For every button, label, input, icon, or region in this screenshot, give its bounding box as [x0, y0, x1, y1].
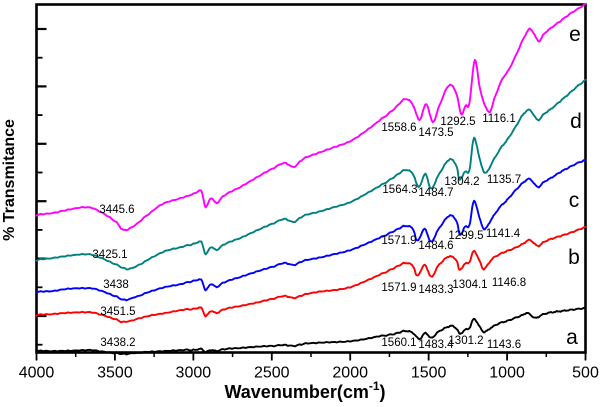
x-tick-label: 4000	[19, 365, 55, 382]
x-tick-label: 3500	[97, 365, 133, 382]
x-axis-title-close: )	[380, 382, 386, 402]
peak-annotation-b-1571.9: 1571.9	[381, 282, 416, 294]
curve-label-b: b	[568, 246, 580, 269]
peak-annotation-b-1146.8: 1146.8	[492, 277, 526, 289]
x-tick-label: 3000	[176, 365, 212, 382]
spectrum-curve-d	[35, 78, 587, 271]
peak-annotation-c-1571.9: 1571.9	[381, 235, 416, 247]
x-axis-title: Wavenumber(cm-1)	[224, 379, 385, 402]
peak-annotation-a-1301.2: 1301.2	[448, 335, 483, 347]
curve-label-a: a	[566, 326, 578, 349]
peak-annotation-c-3438: 3438	[103, 279, 129, 291]
x-tick-label: 500	[572, 365, 599, 382]
peak-annotation-a-1143.6: 1143.6	[487, 339, 521, 351]
x-tick-label: 1000	[489, 365, 525, 382]
curve-label-d: d	[570, 110, 582, 133]
spectrum-curve-c	[35, 158, 587, 302]
peak-annotation-e-1116.1: 1116.1	[482, 113, 515, 125]
peak-annotation-e-3445.6: 3445.6	[99, 204, 134, 216]
peak-annotation-a-1483.4: 1483.4	[418, 339, 454, 351]
peak-annotation-c-1484.6: 1484.6	[418, 240, 453, 252]
y-axis-title: % Transmitance	[1, 119, 18, 241]
peak-annotation-e-1473.5: 1473.5	[418, 127, 453, 139]
peak-annotation-a-1560.1: 1560.1	[381, 337, 416, 349]
peak-annotation-b-3451.5: 3451.5	[100, 306, 135, 318]
peak-annotation-a-3438.2: 3438.2	[100, 337, 135, 349]
x-tick-label: 2000	[332, 365, 368, 382]
peak-annotation-b-1483.3: 1483.3	[418, 284, 453, 296]
curve-label-e: e	[569, 23, 581, 46]
x-axis-title-main: Wavenumber(cm	[224, 382, 368, 402]
peak-annotation-d-1304.2: 1304.2	[444, 176, 479, 188]
generated-chart-content: 4000 3500 3000 2500 2000 1500 1000 500 3438.2 156…	[19, 2, 599, 382]
peak-annotation-e-1558.6: 1558.6	[381, 122, 416, 134]
x-tick-label: 2500	[254, 365, 290, 382]
peak-annotation-c-1299.5: 1299.5	[448, 230, 483, 242]
spectrum-curve-b	[35, 225, 587, 324]
peak-annotation-d-1484.7: 1484.7	[418, 187, 453, 199]
peak-annotation-b-1304.1: 1304.1	[452, 279, 487, 291]
curve-label-c: c	[569, 189, 580, 212]
peak-annotation-c-1141.4: 1141.4	[486, 228, 521, 240]
spectrum-curve-e	[35, 2, 587, 232]
peak-annotation-d-1564.3: 1564.3	[382, 184, 417, 196]
spectrum-curve-a	[35, 306, 587, 356]
x-tick-label: 1500	[411, 365, 447, 382]
peak-annotation-d-3425.1: 3425.1	[92, 249, 127, 261]
peak-annotation-e-1292.5: 1292.5	[440, 116, 475, 128]
peak-annotation-d-1135.7: 1135.7	[487, 174, 521, 186]
x-axis-title-superscript: -1	[369, 379, 380, 393]
